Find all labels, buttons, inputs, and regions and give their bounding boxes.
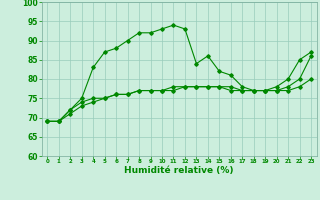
X-axis label: Humidité relative (%): Humidité relative (%)	[124, 166, 234, 175]
